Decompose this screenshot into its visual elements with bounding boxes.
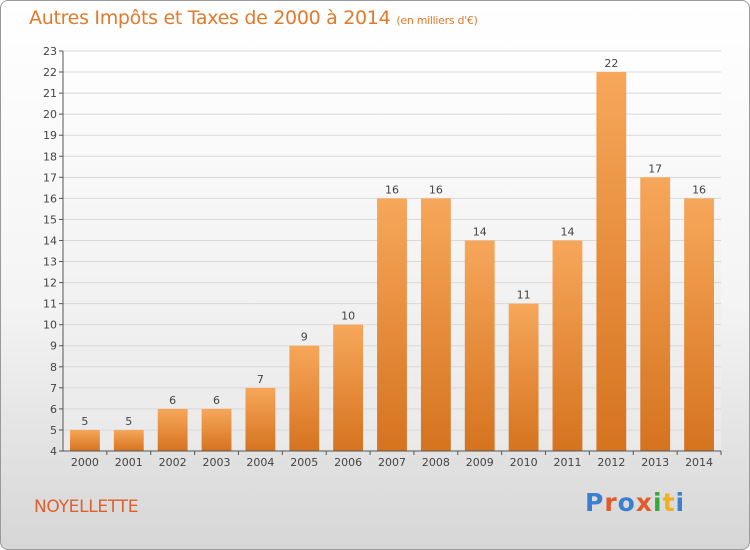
data-label: 5 [81,415,88,428]
x-tick-label: 2001 [115,456,143,469]
logo-letter: t [662,488,676,517]
data-label: 17 [648,162,662,175]
x-tick-label: 2004 [246,456,274,469]
x-tick-label: 2002 [159,456,187,469]
y-tick-label: 7 [50,382,57,395]
y-tick-label: 8 [50,361,57,374]
x-tick-label: 2013 [641,456,669,469]
logo-letter: x [635,488,653,517]
y-tick-label: 14 [43,234,57,247]
data-label: 16 [385,183,399,196]
y-tick-label: 15 [43,213,57,226]
x-tick-label: 2010 [510,456,538,469]
data-label: 5 [125,415,132,428]
data-label: 14 [560,225,574,238]
y-tick-label: 23 [43,45,57,58]
x-tick-label: 2003 [203,456,231,469]
y-tick-label: 5 [50,424,57,437]
y-tick-label: 22 [43,66,57,79]
data-label: 10 [341,310,355,323]
chart-title: Autres Impôts et Taxes de 2000 à 2014 (en… [29,7,478,29]
y-tick-label: 11 [43,298,57,311]
bar [113,429,144,451]
logo-letter: i [653,488,663,517]
x-tick-label: 2012 [597,456,625,469]
data-label: 9 [301,331,308,344]
bar [289,345,320,451]
logo-letter: o [617,488,636,517]
bar [508,303,539,451]
data-label: 6 [169,394,176,407]
data-label: 16 [429,183,443,196]
x-tick-label: 2000 [71,456,99,469]
data-label: 11 [517,289,531,302]
bar [420,198,451,451]
data-label: 6 [213,394,220,407]
data-label: 16 [692,183,706,196]
bar [640,177,671,451]
bar [377,198,407,451]
place-name: NOYELLETTE [34,497,139,517]
bar [552,240,583,451]
bar [596,72,627,451]
data-label: 7 [257,373,264,386]
data-label: 22 [604,57,618,70]
y-tick-label: 12 [43,277,57,290]
bar [333,324,364,451]
bar [70,429,100,451]
bar [157,408,188,451]
proxiti-logo[interactable]: Proxiti [585,488,685,517]
title-text: Autres Impôts et Taxes de 2000 à 2014 [29,7,391,29]
x-tick-label: 2011 [553,456,581,469]
y-tick-label: 6 [50,403,57,416]
x-tick-label: 2005 [290,456,318,469]
bar [464,240,495,451]
y-tick-label: 18 [43,150,57,163]
y-tick-label: 17 [43,171,57,184]
x-tick-label: 2014 [685,456,713,469]
logo-letter: i [675,488,686,517]
x-tick-label: 2009 [466,456,494,469]
logo-letter: r [604,488,618,517]
y-tick-label: 20 [43,108,57,121]
y-tick-label: 4 [50,445,57,458]
y-tick-label: 21 [43,87,57,100]
bar [201,408,232,451]
x-tick-label: 2006 [334,456,362,469]
unit-label: (en milliers d'€) [396,14,478,27]
y-tick-label: 9 [50,340,57,353]
logo-letter: P [585,488,605,517]
x-tick-label: 2008 [422,456,450,469]
bar [245,387,276,451]
x-tick-label: 2007 [378,456,406,469]
y-tick-label: 13 [43,256,57,269]
bar [684,198,714,451]
y-tick-label: 19 [43,129,57,142]
y-tick-label: 16 [43,192,57,205]
data-label: 14 [473,225,487,238]
y-tick-label: 10 [43,319,57,332]
